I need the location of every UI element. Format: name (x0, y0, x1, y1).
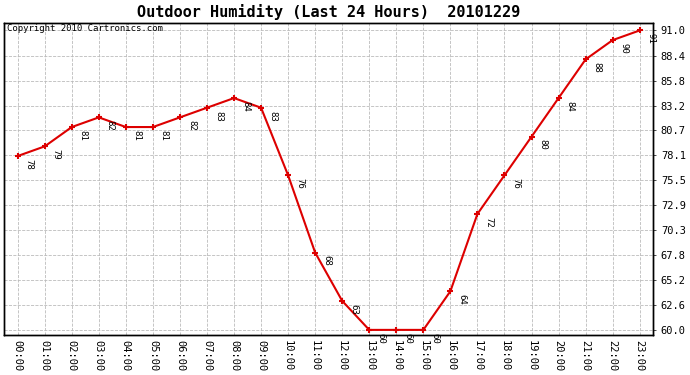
Text: 60: 60 (431, 333, 440, 344)
Text: 80: 80 (538, 140, 547, 150)
Text: 72: 72 (484, 217, 493, 228)
Text: 82: 82 (106, 120, 115, 131)
Text: 90: 90 (620, 43, 629, 54)
Text: 88: 88 (593, 62, 602, 73)
Text: 81: 81 (132, 130, 142, 141)
Text: 60: 60 (376, 333, 385, 344)
Text: 81: 81 (160, 130, 169, 141)
Text: 83: 83 (214, 111, 223, 121)
Text: Copyright 2010 Cartronics.com: Copyright 2010 Cartronics.com (8, 24, 164, 33)
Text: 83: 83 (268, 111, 277, 121)
Text: 84: 84 (241, 101, 250, 112)
Text: 81: 81 (79, 130, 88, 141)
Text: 76: 76 (295, 178, 304, 189)
Text: 82: 82 (187, 120, 196, 131)
Text: 64: 64 (457, 294, 466, 305)
Title: Outdoor Humidity (Last 24 Hours)  20101229: Outdoor Humidity (Last 24 Hours) 2010122… (137, 4, 520, 20)
Text: 63: 63 (349, 304, 358, 315)
Text: 76: 76 (511, 178, 520, 189)
Text: 78: 78 (25, 159, 34, 170)
Text: 84: 84 (566, 101, 575, 112)
Text: 79: 79 (52, 149, 61, 160)
Text: 68: 68 (322, 255, 331, 266)
Text: 91: 91 (647, 33, 656, 44)
Text: 60: 60 (403, 333, 412, 344)
